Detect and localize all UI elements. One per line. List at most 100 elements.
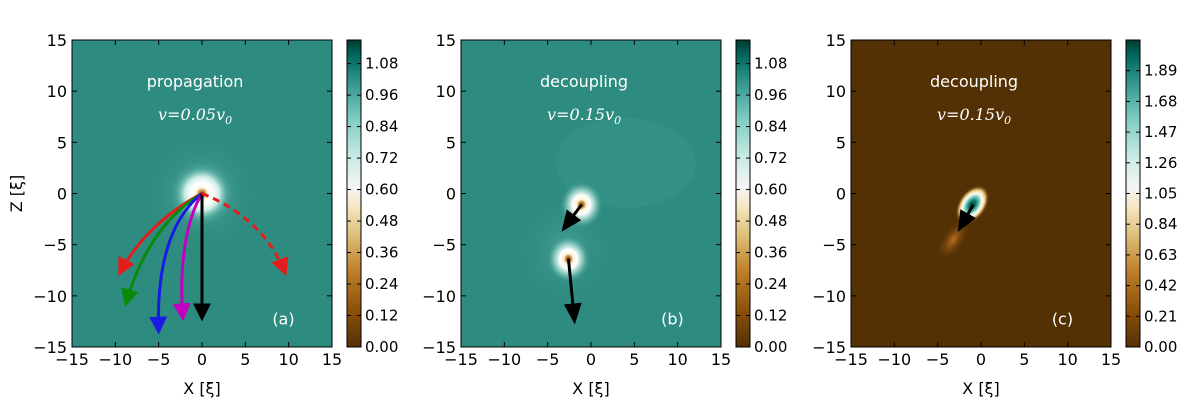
colorbar-tick-label: 0.00 <box>365 338 398 356</box>
trajectory-3 <box>172 192 204 322</box>
colorbar-tick-label: 0.21 <box>1144 307 1177 325</box>
colorbar-tick-label: 0.36 <box>365 244 398 262</box>
y-tick-label: 5 <box>446 133 456 152</box>
colorbar-tick-label: 0.84 <box>365 118 398 136</box>
colorbar-tick-label: 0.96 <box>365 86 398 104</box>
x-tick-label: 5 <box>1019 350 1029 369</box>
x-tick-label: 5 <box>240 350 250 369</box>
colorbar-tick-label: 0.36 <box>754 244 787 262</box>
x-tick-label: −5 <box>536 350 560 369</box>
x-tick-label: −15 <box>834 350 868 369</box>
colorbar-tick-label: 1.08 <box>365 55 398 73</box>
colorbar-tick-label: 1.47 <box>1144 123 1177 141</box>
x-tick-label: −10 <box>877 350 911 369</box>
x-tick-label: −10 <box>487 350 521 369</box>
y-tick-label: 10 <box>436 82 456 101</box>
colorbar-tick-label: 1.05 <box>1144 185 1177 203</box>
colorbar: 0.00 0.12 0.24 0.36 0.48 0.60 0.72 0.84 0.96 1.08 <box>346 39 398 356</box>
panel-2: decoupling v=0.15v0 (c) −15 −10 −5 0 5 10 15 −15 −1… <box>812 31 1177 398</box>
x-tick-label: 15 <box>711 350 731 369</box>
x-tick-label: 10 <box>278 350 298 369</box>
colorbar-tick-label: 1.89 <box>1144 62 1177 80</box>
colorbar-tick-label: 0.48 <box>754 212 787 230</box>
colorbar-tick-label: 0.00 <box>754 338 787 356</box>
plot-area <box>461 40 721 347</box>
y-tick-label: 5 <box>836 133 846 152</box>
colorbar-tick-label: 0.24 <box>365 275 398 293</box>
colorbar-tick-label: 1.26 <box>1144 154 1177 172</box>
x-tick-label: −15 <box>55 350 89 369</box>
annotation-subscript: 0 <box>614 114 621 127</box>
colorbar-tick-label: 0.84 <box>1144 215 1177 233</box>
x-tick-label: 0 <box>586 350 596 369</box>
trajectory-2 <box>149 192 203 335</box>
plot-area <box>851 40 1111 347</box>
y-tick-label: −10 <box>33 287 67 306</box>
colorbar-tick-label: 0.00 <box>1144 338 1177 356</box>
colorbar-tick-label: 0.24 <box>754 275 787 293</box>
colorbar-gradient <box>735 39 751 348</box>
panel-tag: (c) <box>1052 309 1073 328</box>
colorbar-tick-label: 0.12 <box>754 307 787 325</box>
velocity-arrow-0 <box>561 203 583 232</box>
y-tick-label: −10 <box>812 287 846 306</box>
x-tick-label: −15 <box>444 350 478 369</box>
y-tick-label: 5 <box>57 133 67 152</box>
y-tick-label: 0 <box>836 185 846 204</box>
colorbar-tick-label: 1.08 <box>754 55 787 73</box>
y-tick-label: 10 <box>47 82 67 101</box>
trajectory-1 <box>121 192 203 307</box>
colorbar-tick-label: 0.63 <box>1144 246 1177 264</box>
y-tick-label: −5 <box>432 236 456 255</box>
velocity-arrow-1 <box>563 258 582 325</box>
x-tick-label: −10 <box>98 350 132 369</box>
y-tick-label: 10 <box>826 82 846 101</box>
colorbar-gradient <box>346 39 362 348</box>
x-tick-label: 10 <box>1057 350 1077 369</box>
y-tick-label: −10 <box>422 287 456 306</box>
colorbar-tick-label: 0.48 <box>365 212 398 230</box>
x-tick-label: 0 <box>197 350 207 369</box>
annotation-title: propagation <box>147 72 244 91</box>
colorbar-tick-label: 0.96 <box>754 86 787 104</box>
colorbar-tick-label: 0.60 <box>365 181 398 199</box>
x-tick-label: 0 <box>976 350 986 369</box>
y-tick-label: 0 <box>446 185 456 204</box>
x-axis-label: X [ξ] <box>572 379 609 398</box>
y-axis-label: Z [ξ] <box>7 175 26 212</box>
colorbar-tick-label: 0.84 <box>754 118 787 136</box>
colorbar-tick-label: 0.42 <box>1144 277 1177 295</box>
colorbar-tick-label: 0.12 <box>365 307 398 325</box>
x-axis-label: X [ξ] <box>183 379 220 398</box>
y-tick-label: −15 <box>33 338 67 357</box>
x-tick-label: 15 <box>1101 350 1121 369</box>
annotation-velocity: v=0.15v0 <box>937 105 1011 127</box>
x-tick-label: 10 <box>667 350 687 369</box>
velocity-arrow-0 <box>957 204 977 232</box>
x-tick-label: 5 <box>629 350 639 369</box>
colorbar-tick-label: 1.68 <box>1144 92 1177 110</box>
trajectory-5 <box>201 192 289 277</box>
y-tick-label: 15 <box>826 31 846 50</box>
panel-tag: (a) <box>272 309 294 328</box>
x-axis-label: X [ξ] <box>962 379 999 398</box>
panel-tag: (b) <box>661 309 684 328</box>
x-tick-label: 15 <box>322 350 342 369</box>
annotation-velocity: v=0.05v0 <box>158 105 232 127</box>
annotation-velocity: v=0.15v0 <box>547 105 621 127</box>
y-tick-label: −5 <box>43 236 67 255</box>
colorbar-tick-label: 0.72 <box>754 149 787 167</box>
plot-area <box>72 40 332 347</box>
annotation-title: decoupling <box>540 72 628 91</box>
y-tick-label: 15 <box>436 31 456 50</box>
colorbar-tick-label: 0.72 <box>365 149 398 167</box>
x-tick-label: −5 <box>926 350 950 369</box>
y-tick-label: −5 <box>822 236 846 255</box>
colorbar: 0.00 0.12 0.24 0.36 0.48 0.60 0.72 0.84 0.96 1.08 <box>735 39 787 356</box>
y-tick-label: 15 <box>47 31 67 50</box>
annotation-subscript: 0 <box>1004 114 1011 127</box>
colorbar-tick-label: 0.60 <box>754 181 787 199</box>
annotation-subscript: 0 <box>225 114 232 127</box>
